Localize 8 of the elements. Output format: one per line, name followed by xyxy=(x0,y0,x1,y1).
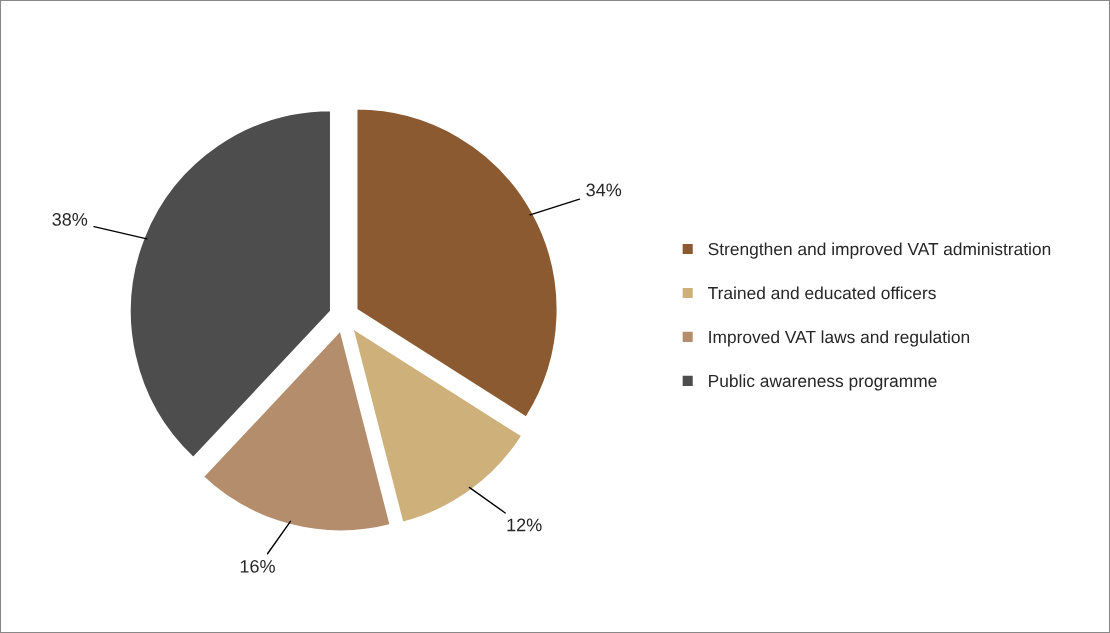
legend-label: Improved VAT laws and regulation xyxy=(709,330,970,347)
legend-label: Strengthen and improved VAT administration xyxy=(708,242,1051,259)
data-label: 38% xyxy=(52,213,88,226)
data-label: 34% xyxy=(586,183,622,197)
legend-label: Public awareness programme xyxy=(709,374,937,391)
data-label: 16% xyxy=(240,559,275,573)
data-label: 12% xyxy=(507,518,542,532)
legend-label: Trained and educated officers xyxy=(708,286,936,300)
